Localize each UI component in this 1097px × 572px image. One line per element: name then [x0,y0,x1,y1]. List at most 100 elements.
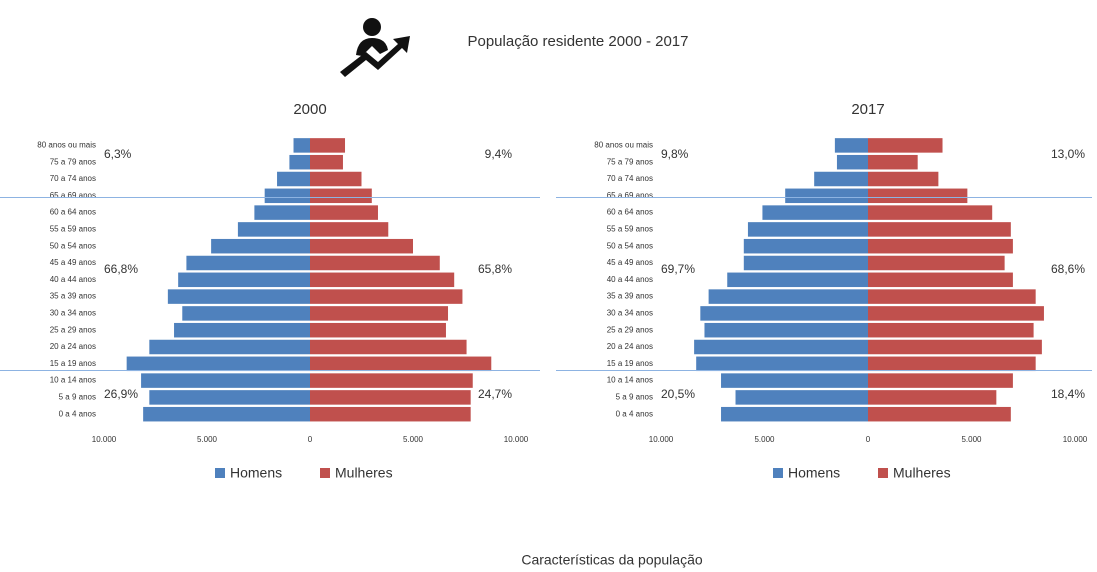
bar [868,154,918,170]
legend-swatch [215,468,225,478]
bar [868,171,939,187]
bar [211,238,310,254]
x-tick-label: 0 [866,435,871,444]
bar [721,406,868,422]
bar [721,373,868,388]
bar [868,390,997,405]
bar [762,205,868,220]
bar [310,322,446,338]
category-label: 50 a 54 anos [50,241,96,250]
category-label: 35 a 39 anos [50,292,96,301]
bar [814,171,868,187]
category-label: 10 a 14 anos [50,376,96,385]
bar [836,154,868,170]
x-tick-label: 10.000 [1063,435,1088,444]
x-tick-label: 0 [308,435,313,444]
bar [834,138,868,153]
bar [868,255,1005,271]
bar [868,322,1034,338]
annotation: 69,7% [661,262,695,276]
bar [254,205,310,220]
bar [149,339,310,355]
category-label: 25 a 29 anos [50,325,96,334]
category-label: 80 anos ou mais [594,141,653,150]
chart-title: 2017 [851,101,884,118]
bar [310,171,362,187]
bar [310,406,471,422]
category-label: 0 a 4 anos [59,409,96,418]
bar [310,138,346,153]
category-label: 55 a 59 anos [50,225,96,234]
chart-title: 2000 [293,101,326,118]
annotation: 18,4% [1051,387,1085,401]
bar [310,205,378,220]
bar [704,322,868,338]
category-label: 25 a 29 anos [607,325,653,334]
bar [868,205,993,220]
bar [310,356,492,372]
category-label: 5 a 9 anos [59,393,96,402]
bar [126,356,310,372]
category-label: 20 a 24 anos [50,342,96,351]
category-label: 35 a 39 anos [607,292,653,301]
bar [174,322,310,338]
category-label: 5 a 9 anos [616,393,653,402]
bar [743,255,868,271]
annotation: 68,6% [1051,262,1085,276]
bar [868,373,1013,388]
bar [743,238,868,254]
legend-swatch [320,468,330,478]
bar [785,188,868,204]
category-label: 70 a 74 anos [50,174,96,183]
legend-swatch [773,468,783,478]
x-tick-label: 5.000 [403,435,424,444]
bar [696,356,868,372]
bar [868,289,1036,304]
category-label: 30 a 34 anos [50,309,96,318]
bar [310,289,463,304]
category-label: 70 a 74 anos [607,174,653,183]
bar [310,339,467,355]
bar [293,138,310,153]
bar [182,306,310,321]
bar [310,255,440,271]
bar [310,188,372,204]
bar [700,306,868,321]
category-label: 75 a 79 anos [607,157,653,166]
bar [143,406,310,422]
category-label: 40 a 44 anos [607,275,653,284]
bar [868,138,943,153]
x-tick-label: 10.000 [649,435,674,444]
bar [708,289,868,304]
bar [868,238,1013,254]
category-label: 80 anos ou mais [37,141,96,150]
annotation: 13,0% [1051,147,1085,161]
bar [186,255,310,271]
legend-label: Homens [788,465,840,481]
footer-text: Características da população [521,552,703,568]
category-label: 30 a 34 anos [607,309,653,318]
bar [310,390,471,405]
x-tick-label: 5.000 [754,435,775,444]
bar [310,222,389,237]
annotation: 6,3% [104,147,132,161]
annotation: 65,8% [478,262,512,276]
legend-label: Homens [230,465,282,481]
category-label: 15 a 19 anos [607,359,653,368]
bar [277,171,310,187]
bar [868,188,968,204]
category-label: 75 a 79 anos [50,157,96,166]
bar [167,289,310,304]
bar [694,339,868,355]
category-label: 65 a 69 anos [607,191,653,200]
bar [868,272,1013,288]
category-label: 60 a 64 anos [50,208,96,217]
bar [310,154,343,170]
bar [747,222,868,237]
legend-label: Mulheres [335,465,393,481]
bar [868,406,1011,422]
x-tick-label: 10.000 [504,435,529,444]
bar [289,154,310,170]
annotation: 9,8% [661,147,689,161]
